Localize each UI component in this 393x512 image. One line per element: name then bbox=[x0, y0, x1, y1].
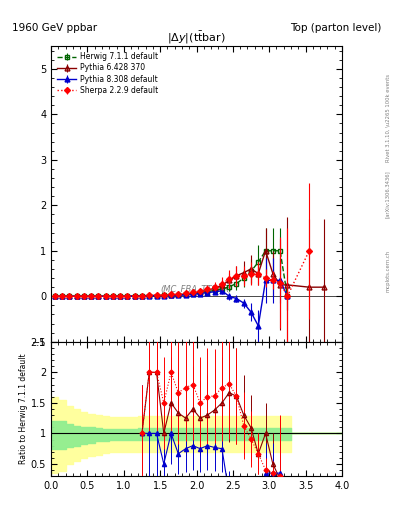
Text: Rivet 3.1.10, \u2265 100k events: Rivet 3.1.10, \u2265 100k events bbox=[385, 74, 390, 162]
Title: $|\Delta y|$(t$\bar{\rm t}$bar): $|\Delta y|$(t$\bar{\rm t}$bar) bbox=[167, 30, 226, 46]
Text: (MC_FBA_TTBAR): (MC_FBA_TTBAR) bbox=[160, 284, 233, 293]
Legend: Herwig 7.1.1 default, Pythia 6.428 370, Pythia 8.308 default, Sherpa 2.2.9 defau: Herwig 7.1.1 default, Pythia 6.428 370, … bbox=[55, 50, 161, 97]
Text: [arXiv:1306.3436]: [arXiv:1306.3436] bbox=[385, 170, 390, 219]
Y-axis label: Ratio to Herwig 7.1.1 default: Ratio to Herwig 7.1.1 default bbox=[19, 354, 28, 464]
Text: 1960 GeV ppbar: 1960 GeV ppbar bbox=[12, 23, 97, 33]
Text: mcplots.cern.ch: mcplots.cern.ch bbox=[385, 250, 390, 292]
Text: Top (parton level): Top (parton level) bbox=[290, 23, 381, 33]
